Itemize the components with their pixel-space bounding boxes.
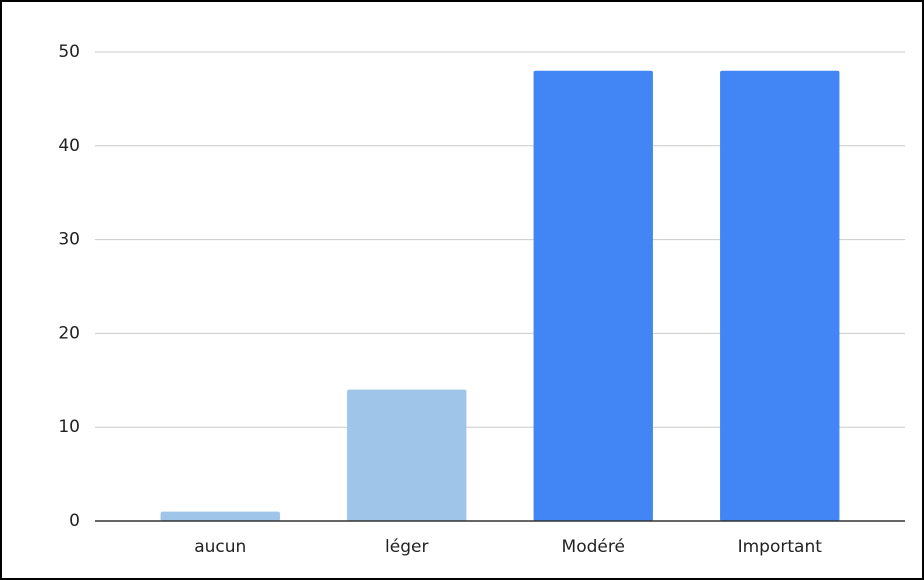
y-tick-label: 0 xyxy=(69,511,80,531)
bar xyxy=(160,511,280,521)
bar xyxy=(533,70,653,521)
y-tick-label: 30 xyxy=(58,230,80,250)
y-tick-label: 50 xyxy=(58,42,80,62)
y-tick-label: 20 xyxy=(58,323,80,343)
x-tick-label: léger xyxy=(385,537,428,557)
x-tick-label: aucun xyxy=(194,537,246,557)
y-tick-label: 40 xyxy=(58,136,80,156)
y-tick-label: 10 xyxy=(58,417,80,437)
bar xyxy=(720,70,840,521)
x-tick-label: Important xyxy=(738,537,823,557)
x-tick-label: Modéré xyxy=(562,537,625,557)
bar xyxy=(347,389,467,521)
